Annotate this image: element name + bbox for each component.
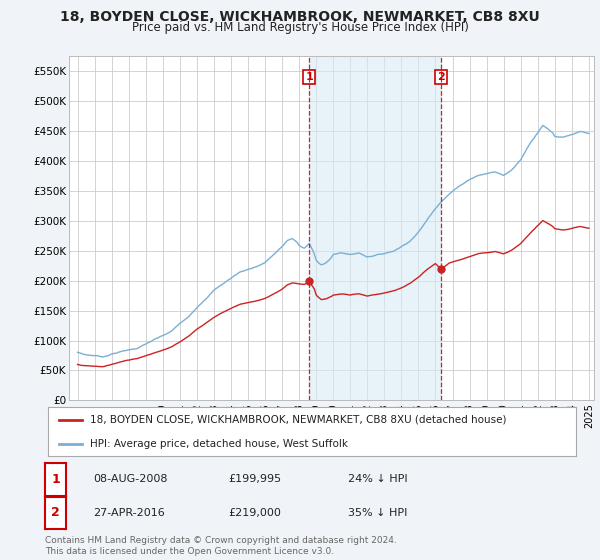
Text: 1: 1 (305, 72, 313, 82)
Text: 24% ↓ HPI: 24% ↓ HPI (348, 474, 407, 484)
Text: HPI: Average price, detached house, West Suffolk: HPI: Average price, detached house, West… (90, 438, 348, 449)
Text: 18, BOYDEN CLOSE, WICKHAMBROOK, NEWMARKET, CB8 8XU: 18, BOYDEN CLOSE, WICKHAMBROOK, NEWMARKE… (60, 10, 540, 24)
Text: 1: 1 (51, 473, 60, 486)
Text: 27-APR-2016: 27-APR-2016 (93, 508, 165, 518)
Text: 18, BOYDEN CLOSE, WICKHAMBROOK, NEWMARKET, CB8 8XU (detached house): 18, BOYDEN CLOSE, WICKHAMBROOK, NEWMARKE… (90, 415, 507, 425)
Text: Price paid vs. HM Land Registry's House Price Index (HPI): Price paid vs. HM Land Registry's House … (131, 21, 469, 34)
Text: £199,995: £199,995 (228, 474, 281, 484)
Text: 2: 2 (437, 72, 445, 82)
Text: 35% ↓ HPI: 35% ↓ HPI (348, 508, 407, 518)
Text: Contains HM Land Registry data © Crown copyright and database right 2024.
This d: Contains HM Land Registry data © Crown c… (45, 536, 397, 556)
Text: 2: 2 (51, 506, 60, 520)
Text: 08-AUG-2008: 08-AUG-2008 (93, 474, 167, 484)
Text: £219,000: £219,000 (228, 508, 281, 518)
Bar (310, 56, 441, 400)
